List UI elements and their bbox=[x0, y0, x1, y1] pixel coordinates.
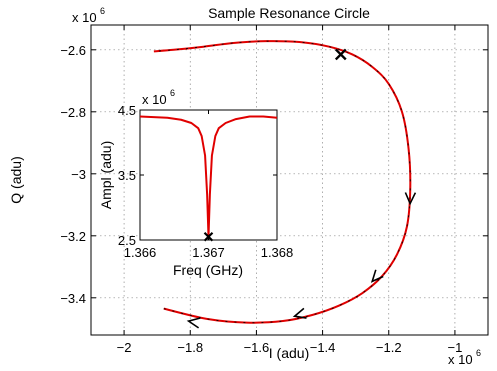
y-multiplier: x 10 6 bbox=[72, 6, 105, 25]
x-multiplier-exp: 6 bbox=[476, 348, 481, 358]
y-tick-label: −3.4 bbox=[60, 291, 86, 306]
x-tick-label: −1.8 bbox=[177, 340, 203, 355]
inset-ticks: 1.366 1.367 1.368 2.5 3.5 4.5 bbox=[118, 103, 293, 260]
main-ticks: −2 −1.8 −1.6 −1.4 −1.2 −1 −2.6 −2.8 −3 −3.2 −3.4 bbox=[60, 25, 488, 355]
inset-y-tick-label: 2.5 bbox=[118, 233, 136, 248]
y-tick-label: −2.6 bbox=[60, 43, 86, 58]
inset-x-tick-label: 1.367 bbox=[192, 245, 225, 260]
inset-y-multiplier: x 10 6 bbox=[142, 88, 175, 107]
inset-xlabel: Freq (GHz) bbox=[173, 262, 243, 278]
main-ylabel: Q (adu) bbox=[8, 156, 24, 203]
inset-y-tick-label: 4.5 bbox=[118, 103, 136, 118]
x-multiplier-base: x 10 bbox=[448, 352, 473, 367]
y-multiplier-exp: 6 bbox=[100, 6, 105, 16]
main-grid bbox=[91, 25, 488, 335]
inset-y-multiplier-base: x 10 bbox=[142, 92, 167, 107]
direction-arrow bbox=[186, 317, 201, 329]
direction-arrow bbox=[292, 307, 307, 319]
main-marker bbox=[334, 48, 347, 61]
inset-y-multiplier-exp: 6 bbox=[170, 88, 175, 98]
x-tick-label: −1 bbox=[448, 340, 463, 355]
x-tick-label: −2 bbox=[117, 340, 132, 355]
x-tick-label: −1.4 bbox=[310, 340, 336, 355]
inset-x-tick-label: 1.366 bbox=[124, 245, 157, 260]
main-arrows bbox=[186, 192, 417, 329]
inset-y-tick-label: 3.5 bbox=[118, 168, 136, 183]
direction-arrow bbox=[404, 192, 417, 206]
x-tick-label: −1.2 bbox=[376, 340, 402, 355]
x-multiplier: x 10 6 bbox=[448, 348, 481, 367]
x-tick-label: −1.6 bbox=[244, 340, 270, 355]
y-tick-label: −3 bbox=[71, 167, 86, 182]
main-xlabel: I (adu) bbox=[269, 345, 309, 361]
main-title: Sample Resonance Circle bbox=[208, 5, 370, 21]
resonance-marker bbox=[334, 48, 347, 61]
y-tick-label: −3.2 bbox=[60, 229, 86, 244]
y-tick-label: −2.8 bbox=[60, 105, 86, 120]
inset-x-tick-label: 1.368 bbox=[261, 245, 294, 260]
inset-resonance-marker bbox=[203, 231, 214, 242]
inset-ylabel: Ampl (adu) bbox=[98, 141, 114, 209]
inset-marker bbox=[203, 231, 214, 242]
y-multiplier-base: x 10 bbox=[72, 10, 97, 25]
inset-plot: 1.366 1.367 1.368 2.5 3.5 4.5 Freq (GHz) Ampl… bbox=[98, 88, 293, 278]
direction-arrow bbox=[370, 269, 384, 283]
